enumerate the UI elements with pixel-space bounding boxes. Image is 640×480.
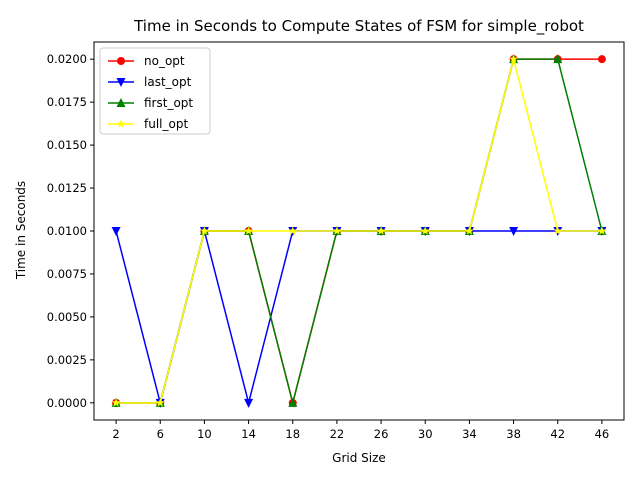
x-tick-label: 46	[595, 427, 610, 441]
y-tick-label: 0.0100	[47, 224, 87, 238]
data-point-first_opt	[288, 397, 298, 407]
data-point-full_opt	[288, 226, 298, 235]
data-point-full_opt	[509, 54, 518, 63]
data-point-full_opt	[332, 226, 342, 235]
data-point-last_opt	[509, 227, 519, 236]
x-tick-label: 10	[197, 427, 212, 441]
data-point-full_opt	[200, 226, 209, 235]
data-point-last_opt	[244, 398, 254, 408]
x-axis-label: Grid Size	[332, 451, 386, 465]
legend-box	[99, 47, 211, 135]
data-point-last_opt	[111, 227, 121, 236]
y-tick-label: 0.0075	[47, 267, 87, 281]
legend-label-full_opt: full_opt	[144, 117, 188, 131]
data-point-full_opt	[111, 398, 121, 407]
series-line-full_opt	[116, 58, 602, 404]
x-tick-label: 30	[418, 427, 433, 441]
data-point-full_opt	[244, 226, 253, 235]
data-point-full_opt	[376, 226, 386, 235]
y-axis-label: Time in Seconds	[14, 181, 28, 280]
x-tick-label: 38	[506, 427, 521, 441]
y-tick-label: 0.0150	[47, 138, 87, 152]
plot-area: 2 6 10 14 18 22 26 30 34 38 42 460.00000.00250.0050…	[47, 41, 625, 441]
x-tick-label: 34	[462, 427, 477, 441]
x-tick-label: 26	[374, 427, 389, 441]
data-point-first_opt	[553, 54, 563, 64]
x-tick-label: 2	[112, 427, 119, 441]
data-point-full_opt	[420, 226, 430, 235]
x-tick-label: 6	[157, 427, 164, 441]
legend: no_opt last_opt first_opt full_opt	[99, 47, 211, 135]
legend-label-no_opt: no_opt	[144, 54, 185, 68]
legend-marker-first_opt	[116, 98, 126, 107]
legend-label-last_opt: last_opt	[144, 75, 192, 89]
x-tick-label: 14	[241, 427, 256, 441]
data-point-full_opt	[597, 226, 607, 235]
data-point-full_opt	[553, 226, 563, 235]
series-line-last_opt	[115, 230, 602, 404]
chart-title: Time in Seconds to Compute States of FSM…	[133, 17, 584, 36]
legend-label-first_opt: first_opt	[144, 96, 193, 110]
y-tick-label: 0.0175	[47, 95, 87, 109]
y-tick-label: 0.0025	[47, 353, 87, 367]
y-tick-label: 0.0200	[47, 52, 87, 66]
legend-marker-full_opt	[116, 119, 126, 128]
y-tick-label: 0.0125	[47, 181, 87, 195]
data-point-no_opt	[597, 55, 606, 64]
legend-marker-last_opt	[116, 78, 126, 87]
y-tick-label: 0.0050	[47, 310, 87, 324]
x-tick-label: 42	[550, 427, 565, 441]
x-tick-label: 18	[285, 427, 300, 441]
x-tick-label: 22	[330, 427, 345, 441]
data-point-full_opt	[155, 398, 165, 407]
legend-marker-no_opt	[117, 57, 125, 65]
data-point-full_opt	[465, 226, 474, 235]
y-tick-label: 0.0000	[47, 396, 87, 410]
